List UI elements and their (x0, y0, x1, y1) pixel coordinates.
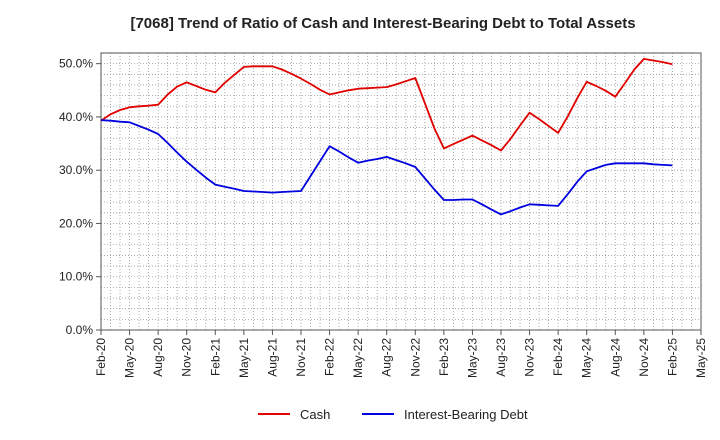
x-tick-label: May-25 (694, 338, 708, 378)
x-tick-label: Aug-24 (608, 338, 622, 377)
cash-line (100, 58, 673, 152)
legend: Cash Interest-Bearing Debt (258, 407, 528, 422)
series-group (100, 58, 673, 216)
y-tick-label: 40.0% (59, 110, 93, 124)
x-tick-label: Feb-21 (208, 338, 222, 376)
legend-label: Interest-Bearing Debt (404, 407, 528, 422)
x-tick-label: Nov-20 (180, 338, 194, 377)
x-tick-label: May-20 (123, 338, 137, 378)
x-tick-label: Nov-23 (523, 338, 537, 377)
x-axis: Feb-20 May-20 Aug-20 Nov-20 Feb-21 May-21 Aug-… (94, 330, 708, 378)
x-tick-label: Feb-24 (551, 338, 565, 376)
x-tick-label: Nov-22 (408, 338, 422, 377)
y-tick-label: 10.0% (59, 270, 93, 284)
x-tick-label: May-21 (237, 338, 251, 378)
plot-area (100, 52, 702, 331)
y-tick-label: 30.0% (59, 163, 93, 177)
x-tick-label: Aug-22 (380, 338, 394, 377)
x-tick-label: Feb-22 (323, 338, 337, 376)
x-tick-label: Feb-20 (94, 338, 108, 376)
x-tick-label: Aug-23 (494, 338, 508, 377)
chart-title: [7068] Trend of Ratio of Cash and Intere… (130, 15, 635, 32)
x-tick-label: Aug-21 (265, 338, 279, 377)
x-tick-label: Aug-20 (151, 338, 165, 377)
x-tick-label: Nov-24 (637, 338, 651, 377)
x-tick-label: May-22 (351, 338, 365, 378)
y-tick-label: 0.0% (66, 323, 94, 337)
y-axis: 0.0% 10.0% 20.0% 30.0% 40.0% 50.0% (59, 57, 101, 337)
x-tick-label: Feb-23 (437, 338, 451, 376)
y-tick-label: 50.0% (59, 57, 93, 71)
legend-label: Cash (300, 407, 330, 422)
x-tick-label: May-23 (465, 338, 479, 378)
x-tick-label: May-24 (580, 338, 594, 378)
interest-bearing-debt-line (100, 119, 673, 216)
y-tick-label: 20.0% (59, 216, 93, 230)
x-tick-label: Feb-25 (665, 338, 679, 376)
x-tick-label: Nov-21 (294, 338, 308, 377)
